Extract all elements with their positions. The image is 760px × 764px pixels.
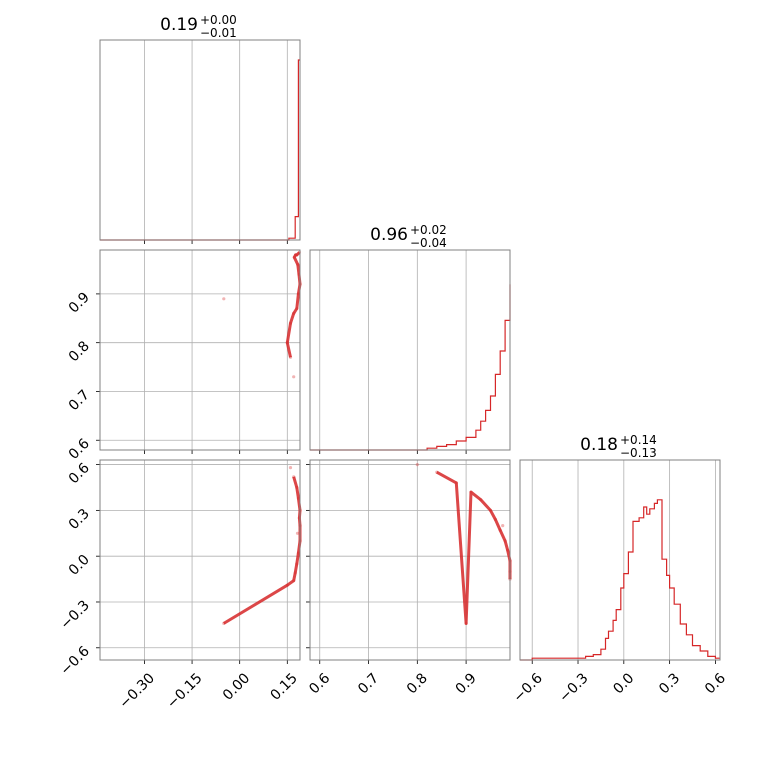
x-tick-label: 0.00 — [220, 670, 253, 703]
y-tick-label: 0.6 — [66, 436, 93, 463]
panel-frame — [519, 459, 721, 661]
x-tick-label: −0.6 — [510, 670, 545, 705]
x-tick-label: −0.30 — [116, 670, 158, 712]
histogram-step-line — [310, 284, 511, 451]
panel-title-minus: −0.13 — [620, 446, 657, 460]
scatter-point — [501, 524, 505, 528]
scatter-point — [415, 463, 419, 467]
contour-line — [436, 470, 512, 625]
x-tick-label: 0.0 — [610, 670, 637, 697]
panel-title-minus: −0.04 — [410, 236, 447, 250]
panel-frame — [309, 249, 511, 451]
x-tick-label: 0.8 — [404, 670, 431, 697]
x-tick-label: 0.6 — [306, 670, 333, 697]
x-tick-label: −0.3 — [556, 670, 591, 705]
panel-title-plus: +0.00 — [200, 13, 237, 27]
x-tick-label: 0.7 — [355, 670, 382, 697]
y-tick-label: 0.3 — [66, 506, 93, 533]
x-tick-label: 0.6 — [702, 670, 729, 697]
scatter-point — [292, 375, 296, 379]
histogram-step-line — [520, 499, 720, 661]
x-tick-label: 0.9 — [453, 670, 480, 697]
panel-title-plus: +0.14 — [620, 433, 657, 447]
x-tick-label: 0.15 — [268, 670, 301, 703]
panel-frame — [99, 459, 301, 661]
contour-line — [285, 251, 302, 358]
scatter-point — [288, 466, 293, 470]
panel-frame — [99, 249, 301, 451]
histogram-step-line — [100, 59, 300, 241]
panel-frame — [99, 39, 301, 241]
contour-line — [223, 476, 302, 625]
x-tick-label: −0.15 — [164, 670, 206, 712]
panel-title-minus: −0.01 — [200, 26, 237, 40]
panel-title-value: 0.96 — [370, 225, 408, 245]
x-tick-label: 0.3 — [656, 670, 683, 697]
y-tick-label: −0.6 — [57, 643, 92, 678]
y-tick-label: 0.7 — [66, 387, 93, 414]
scatter-point — [222, 297, 226, 301]
panel-title-value: 0.18 — [580, 435, 618, 455]
scatter-point — [295, 531, 300, 535]
y-tick-label: 0.9 — [66, 289, 93, 316]
panel-title-plus: +0.02 — [410, 223, 447, 237]
y-tick-label: 0.6 — [66, 460, 93, 487]
panel-frame — [309, 459, 511, 661]
y-tick-label: 0.0 — [66, 552, 93, 579]
panel-title-value: 0.19 — [160, 15, 198, 35]
y-tick-label: 0.8 — [66, 338, 93, 365]
y-tick-label: −0.3 — [57, 597, 92, 632]
